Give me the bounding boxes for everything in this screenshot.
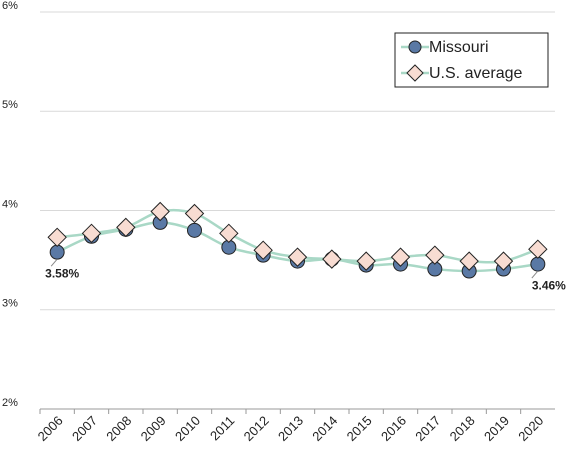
marker — [187, 222, 202, 238]
marker — [528, 239, 548, 259]
legend-box — [394, 32, 549, 88]
marker — [47, 227, 67, 248]
marker — [287, 247, 308, 267]
label-leader — [50, 258, 58, 267]
y-tick-label: 2% — [2, 397, 18, 409]
marker — [322, 249, 342, 269]
marker — [184, 203, 205, 224]
x-tick-label: 2016 — [378, 413, 409, 444]
marker — [493, 251, 514, 271]
y-tick-label: 6% — [2, 0, 18, 12]
x-tick-label: 2015 — [344, 413, 375, 444]
marker — [390, 247, 411, 267]
legend-label: U.S. average — [429, 65, 522, 82]
x-tick-label: 2014 — [309, 413, 340, 444]
x-tick-label: 2006 — [35, 413, 66, 444]
y-tick-label: 5% — [2, 99, 18, 111]
data-label: 3.58% — [45, 266, 79, 280]
y-tick-label: 3% — [2, 298, 18, 310]
marker — [459, 251, 479, 271]
marker — [253, 240, 273, 260]
x-tick-label: 2020 — [515, 413, 546, 444]
x-tick-label: 2011 — [207, 413, 237, 443]
marker — [81, 223, 102, 244]
marker — [406, 64, 424, 82]
marker — [408, 40, 422, 54]
marker — [425, 245, 445, 265]
legend: Missouri U.S. average — [394, 32, 549, 88]
marker — [116, 217, 136, 238]
x-tick-label: 2009 — [138, 413, 169, 444]
x-tick-label: 2008 — [103, 413, 134, 444]
marker — [219, 223, 239, 244]
x-tick-label: 2013 — [275, 413, 306, 444]
marker — [356, 251, 376, 271]
y-tick-label: 4% — [2, 198, 18, 210]
legend-label: Missouri — [429, 39, 489, 56]
data-label: 3.46% — [532, 278, 566, 292]
marker — [150, 201, 170, 222]
x-tick-label: 2012 — [241, 413, 272, 444]
x-tick-label: 2010 — [172, 413, 203, 444]
x-tick-label: 2007 — [69, 413, 100, 444]
x-tick-label: 2017 — [412, 413, 443, 444]
marker — [49, 244, 65, 260]
marker — [530, 256, 546, 272]
x-tick-label: 2018 — [447, 413, 478, 444]
x-tick-label: 2019 — [481, 413, 512, 444]
label-leader — [531, 270, 539, 279]
